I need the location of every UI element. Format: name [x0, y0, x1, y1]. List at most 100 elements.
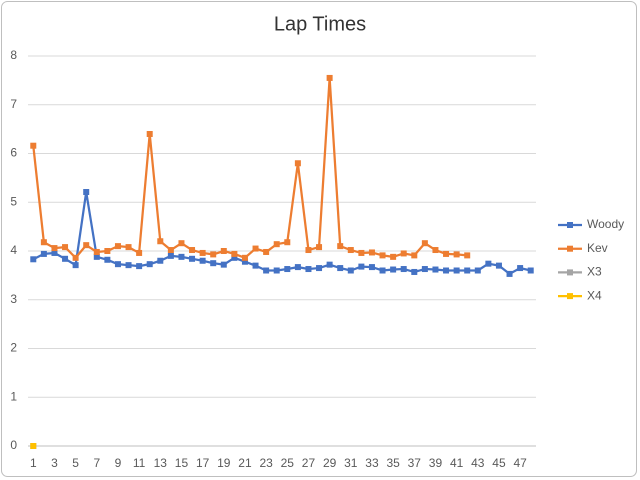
data-point: [316, 244, 323, 251]
data-point: [400, 250, 407, 257]
data-point: [443, 267, 450, 274]
x-tick-label: 43: [471, 456, 485, 470]
data-point: [72, 262, 79, 269]
data-point: [273, 267, 280, 274]
data-point: [210, 260, 217, 267]
data-point: [358, 263, 365, 270]
data-point: [136, 263, 143, 270]
x-tick-label: 33: [365, 456, 379, 470]
y-tick-label: 3: [10, 292, 17, 306]
data-point: [146, 131, 153, 137]
data-point: [485, 260, 492, 267]
data-point: [337, 265, 344, 272]
x-tick-label: 41: [450, 456, 464, 470]
legend-label: Kev: [587, 241, 608, 255]
data-point: [167, 247, 174, 254]
data-point: [210, 251, 217, 258]
data-point: [30, 443, 37, 449]
x-tick-label: 23: [259, 456, 273, 470]
x-tick-label: 25: [281, 456, 295, 470]
data-point: [294, 160, 301, 167]
data-point: [231, 250, 238, 257]
data-point: [136, 249, 143, 256]
data-point: [358, 249, 365, 256]
y-tick-label: 0: [10, 438, 17, 452]
data-point: [316, 265, 323, 272]
data-point: [93, 248, 100, 255]
x-tick-label: 7: [93, 456, 100, 470]
data-point: [305, 266, 312, 273]
chart-title: Lap Times: [274, 13, 366, 35]
x-tick-label: 31: [344, 456, 358, 470]
y-tick-label: 2: [10, 341, 17, 355]
data-point: [178, 240, 185, 247]
data-point: [453, 251, 460, 258]
data-point: [62, 244, 69, 251]
data-point: [411, 252, 418, 259]
data-point: [114, 261, 121, 268]
data-point: [273, 241, 280, 248]
data-point: [62, 255, 69, 262]
legend-swatch-marker: [567, 222, 573, 228]
data-point: [411, 268, 418, 275]
y-tick-label: 5: [10, 194, 17, 208]
data-point: [379, 267, 386, 274]
data-point: [495, 262, 502, 269]
data-point: [125, 262, 132, 269]
data-point: [305, 247, 312, 254]
data-point: [326, 261, 333, 268]
data-point: [40, 239, 47, 246]
x-tick-label: 27: [302, 456, 316, 470]
data-point: [263, 248, 270, 255]
data-point: [294, 264, 301, 271]
y-tick-label: 8: [10, 48, 17, 62]
data-point: [83, 242, 90, 249]
x-tick-label: 5: [72, 456, 79, 470]
data-point: [421, 240, 428, 247]
x-tick-label: 1: [30, 456, 37, 470]
x-tick-label: 19: [217, 456, 231, 470]
data-point: [189, 247, 196, 254]
data-point: [157, 238, 164, 245]
data-point: [40, 250, 47, 257]
data-point: [464, 252, 471, 259]
data-point: [284, 266, 291, 273]
data-point: [284, 239, 291, 246]
x-tick-label: 9: [115, 456, 122, 470]
legend-swatch-marker: [567, 269, 573, 276]
data-point: [241, 254, 248, 261]
x-tick-label: 37: [408, 456, 422, 470]
data-point: [517, 265, 524, 272]
legend-label: X3: [587, 265, 602, 279]
y-tick-label: 7: [10, 97, 17, 111]
x-tick-label: 39: [429, 456, 443, 470]
data-point: [125, 244, 132, 251]
data-point: [474, 267, 481, 274]
data-point: [30, 142, 37, 149]
data-point: [379, 252, 386, 259]
y-tick-label: 4: [10, 243, 17, 257]
data-point: [453, 267, 460, 274]
data-point: [390, 266, 397, 273]
data-point: [104, 248, 111, 254]
legend-label: Woody: [587, 217, 624, 231]
x-tick-label: 13: [154, 456, 168, 470]
data-point: [114, 243, 121, 250]
data-point: [146, 261, 153, 268]
data-point: [252, 262, 259, 269]
y-tick-label: 1: [10, 389, 17, 403]
data-point: [157, 257, 164, 264]
data-point: [506, 270, 513, 277]
data-point: [231, 254, 238, 261]
data-point: [241, 258, 248, 265]
data-point: [421, 266, 428, 273]
data-point: [51, 249, 58, 256]
x-tick-label: 17: [196, 456, 210, 470]
data-point: [347, 267, 354, 274]
x-tick-label: 3: [51, 456, 58, 470]
data-point: [337, 243, 344, 250]
data-point: [178, 253, 185, 260]
data-point: [263, 267, 270, 274]
data-point: [220, 261, 227, 268]
